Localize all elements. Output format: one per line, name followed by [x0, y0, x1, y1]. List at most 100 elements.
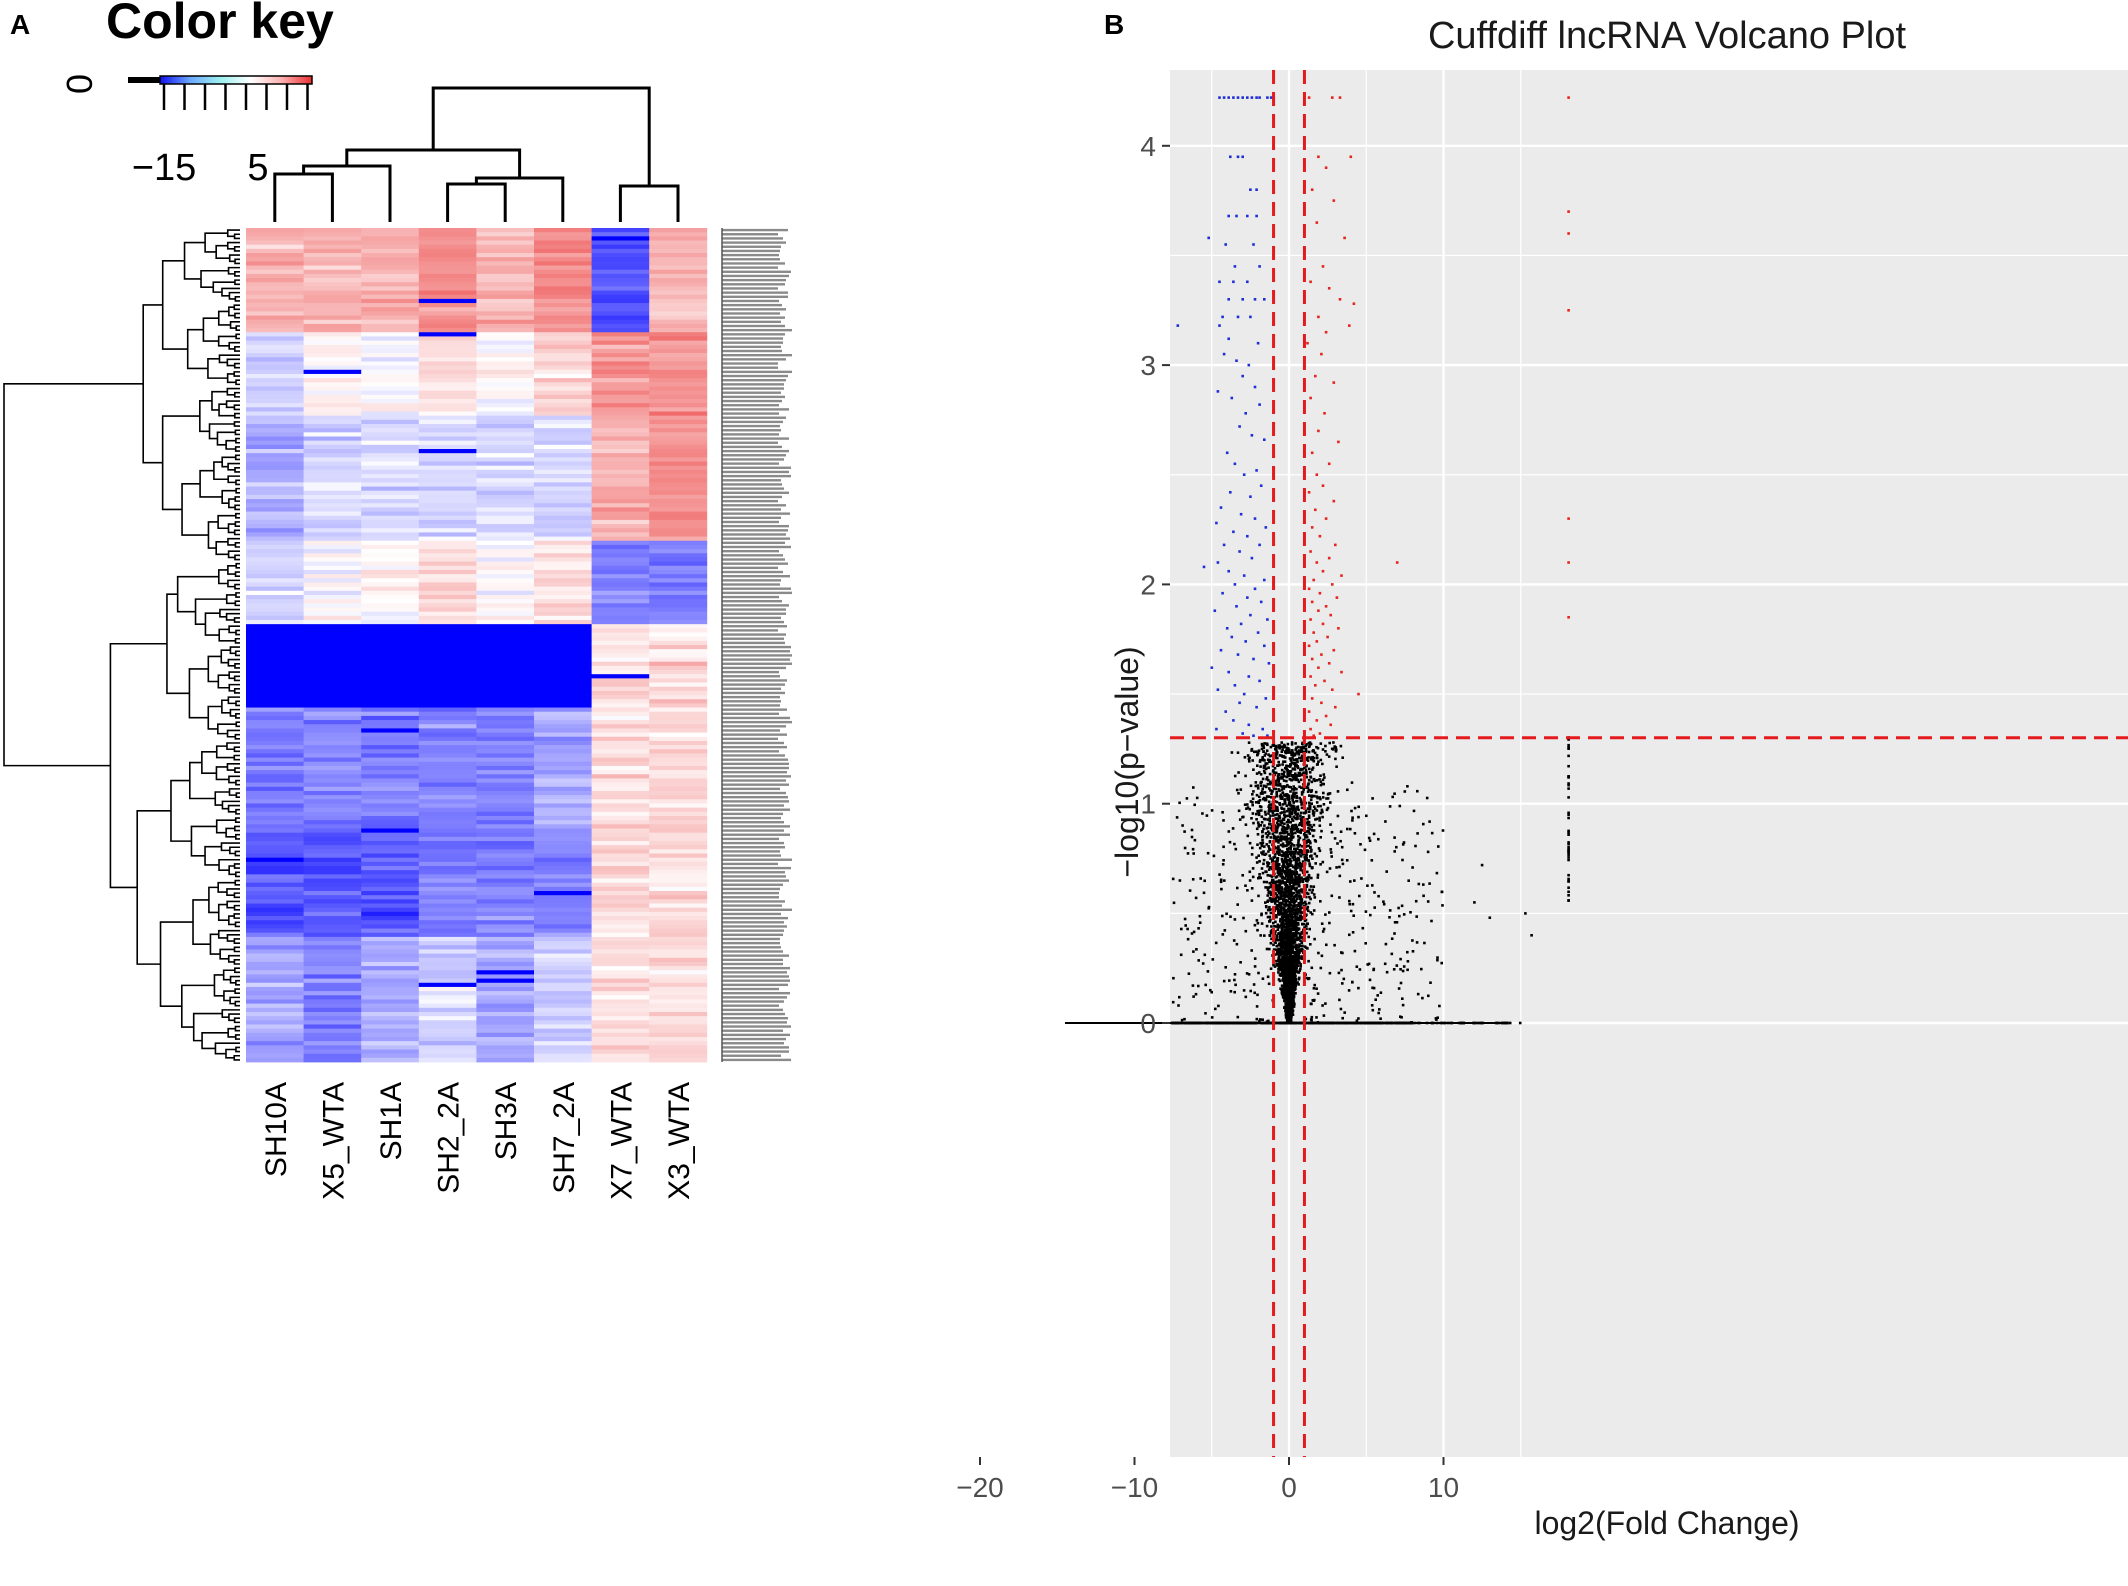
point-ns	[1278, 891, 1282, 894]
heatmap-cell	[649, 928, 708, 934]
dendro-branch	[227, 696, 240, 705]
dendro-branch	[446, 182, 507, 222]
dendro-branch	[227, 537, 240, 546]
heatmap-cell	[246, 953, 304, 959]
heatmap-cell	[649, 478, 708, 483]
row-label	[722, 733, 787, 736]
heatmap-cell	[649, 619, 708, 625]
heatmap-cell	[246, 369, 304, 375]
point-ns	[1290, 872, 1293, 876]
heatmap-cell	[534, 582, 592, 588]
point-ns	[1279, 917, 1282, 921]
heatmap-cell	[534, 815, 592, 821]
heatmap-cell	[591, 845, 650, 850]
point-ns	[1283, 811, 1286, 814]
point-ns	[1317, 760, 1320, 763]
heatmap-cell	[534, 632, 592, 638]
heatmap-cell	[534, 911, 592, 917]
heatmap-cell	[246, 978, 304, 984]
heatmap-cell	[476, 961, 535, 967]
heatmap-cell	[361, 795, 420, 800]
heatmap-cell	[534, 340, 592, 346]
heatmap-cell	[361, 957, 420, 963]
row-label	[722, 562, 788, 565]
point-ns	[1311, 809, 1315, 813]
heatmap-cell	[303, 544, 362, 550]
dendro-branch	[233, 746, 240, 753]
heatmap-cell	[418, 878, 477, 884]
row-label	[722, 570, 783, 574]
heatmap-cell	[476, 574, 535, 579]
heatmap-cell	[534, 703, 592, 708]
heatmap-cell	[649, 444, 708, 450]
heatmap-cell	[246, 815, 304, 821]
heatmap-cell	[418, 936, 477, 942]
point-ns	[1284, 970, 1287, 973]
point-ns	[1259, 773, 1263, 776]
point-ns	[1305, 924, 1308, 928]
heatmap-cell	[649, 499, 708, 504]
heatmap-cell	[246, 799, 304, 804]
point-ns	[1276, 813, 1279, 816]
heatmap-cell	[246, 482, 304, 487]
heatmap-cell	[303, 982, 362, 988]
row-label	[722, 758, 788, 761]
heatmap-cell	[418, 895, 477, 900]
point-ns	[1290, 811, 1294, 814]
dendro-branch	[217, 569, 228, 585]
row-label	[722, 433, 779, 436]
point-ns	[1280, 850, 1284, 853]
dendro-branch	[234, 571, 240, 577]
heatmap-cell	[534, 228, 592, 233]
heatmap-cell	[591, 611, 650, 617]
heatmap-cell	[649, 1003, 708, 1009]
point-ns	[1281, 931, 1284, 934]
heatmap-cell	[418, 1032, 477, 1038]
point-ns	[1244, 774, 1247, 778]
dendro-branch	[192, 899, 211, 945]
heatmap-cell	[591, 403, 650, 408]
point-ns	[1295, 961, 1299, 965]
heatmap-cell	[534, 849, 592, 854]
heatmap-cell	[649, 1011, 708, 1017]
heatmap-cell	[246, 995, 304, 1000]
dendro-branch	[161, 415, 200, 511]
point-ns	[1292, 886, 1296, 890]
point-ns	[1282, 909, 1286, 912]
heatmap-cell	[418, 932, 477, 938]
heatmap-cell	[418, 728, 477, 733]
point-ns	[1294, 868, 1298, 871]
heatmap-cell	[303, 528, 362, 533]
heatmap-cell	[361, 469, 420, 475]
point-ns	[1282, 893, 1285, 896]
dendro-branch	[233, 938, 240, 944]
row-label	[722, 458, 784, 461]
point-ns	[1275, 885, 1278, 889]
point-ns	[1299, 911, 1302, 914]
heatmap-cell	[246, 486, 304, 492]
heatmap-cell	[591, 411, 650, 417]
heatmap-cell	[303, 895, 362, 900]
dendro-branch	[221, 456, 236, 468]
heatmap-cell	[534, 1003, 592, 1009]
heatmap-cell	[303, 599, 362, 604]
point-ns	[1294, 852, 1297, 855]
heatmap-cell	[418, 1041, 477, 1046]
point-ns	[1270, 897, 1273, 901]
dendro-branch	[235, 562, 240, 569]
heatmap-cell	[476, 928, 535, 934]
heatmap-cell	[534, 786, 592, 792]
heatmap-cell	[303, 478, 362, 483]
point-ns	[1264, 813, 1267, 816]
heatmap-cell	[246, 678, 304, 683]
point-ns	[1271, 744, 1275, 747]
heatmap-cell	[246, 290, 304, 296]
point-ns	[1285, 953, 1289, 957]
heatmap-cell	[534, 265, 592, 271]
point-ns	[1298, 848, 1301, 852]
heatmap-cell	[246, 674, 304, 679]
point-ns	[1280, 785, 1284, 788]
point-ns	[1259, 876, 1262, 880]
point-ns	[1290, 753, 1293, 757]
heatmap-cell	[418, 945, 477, 950]
